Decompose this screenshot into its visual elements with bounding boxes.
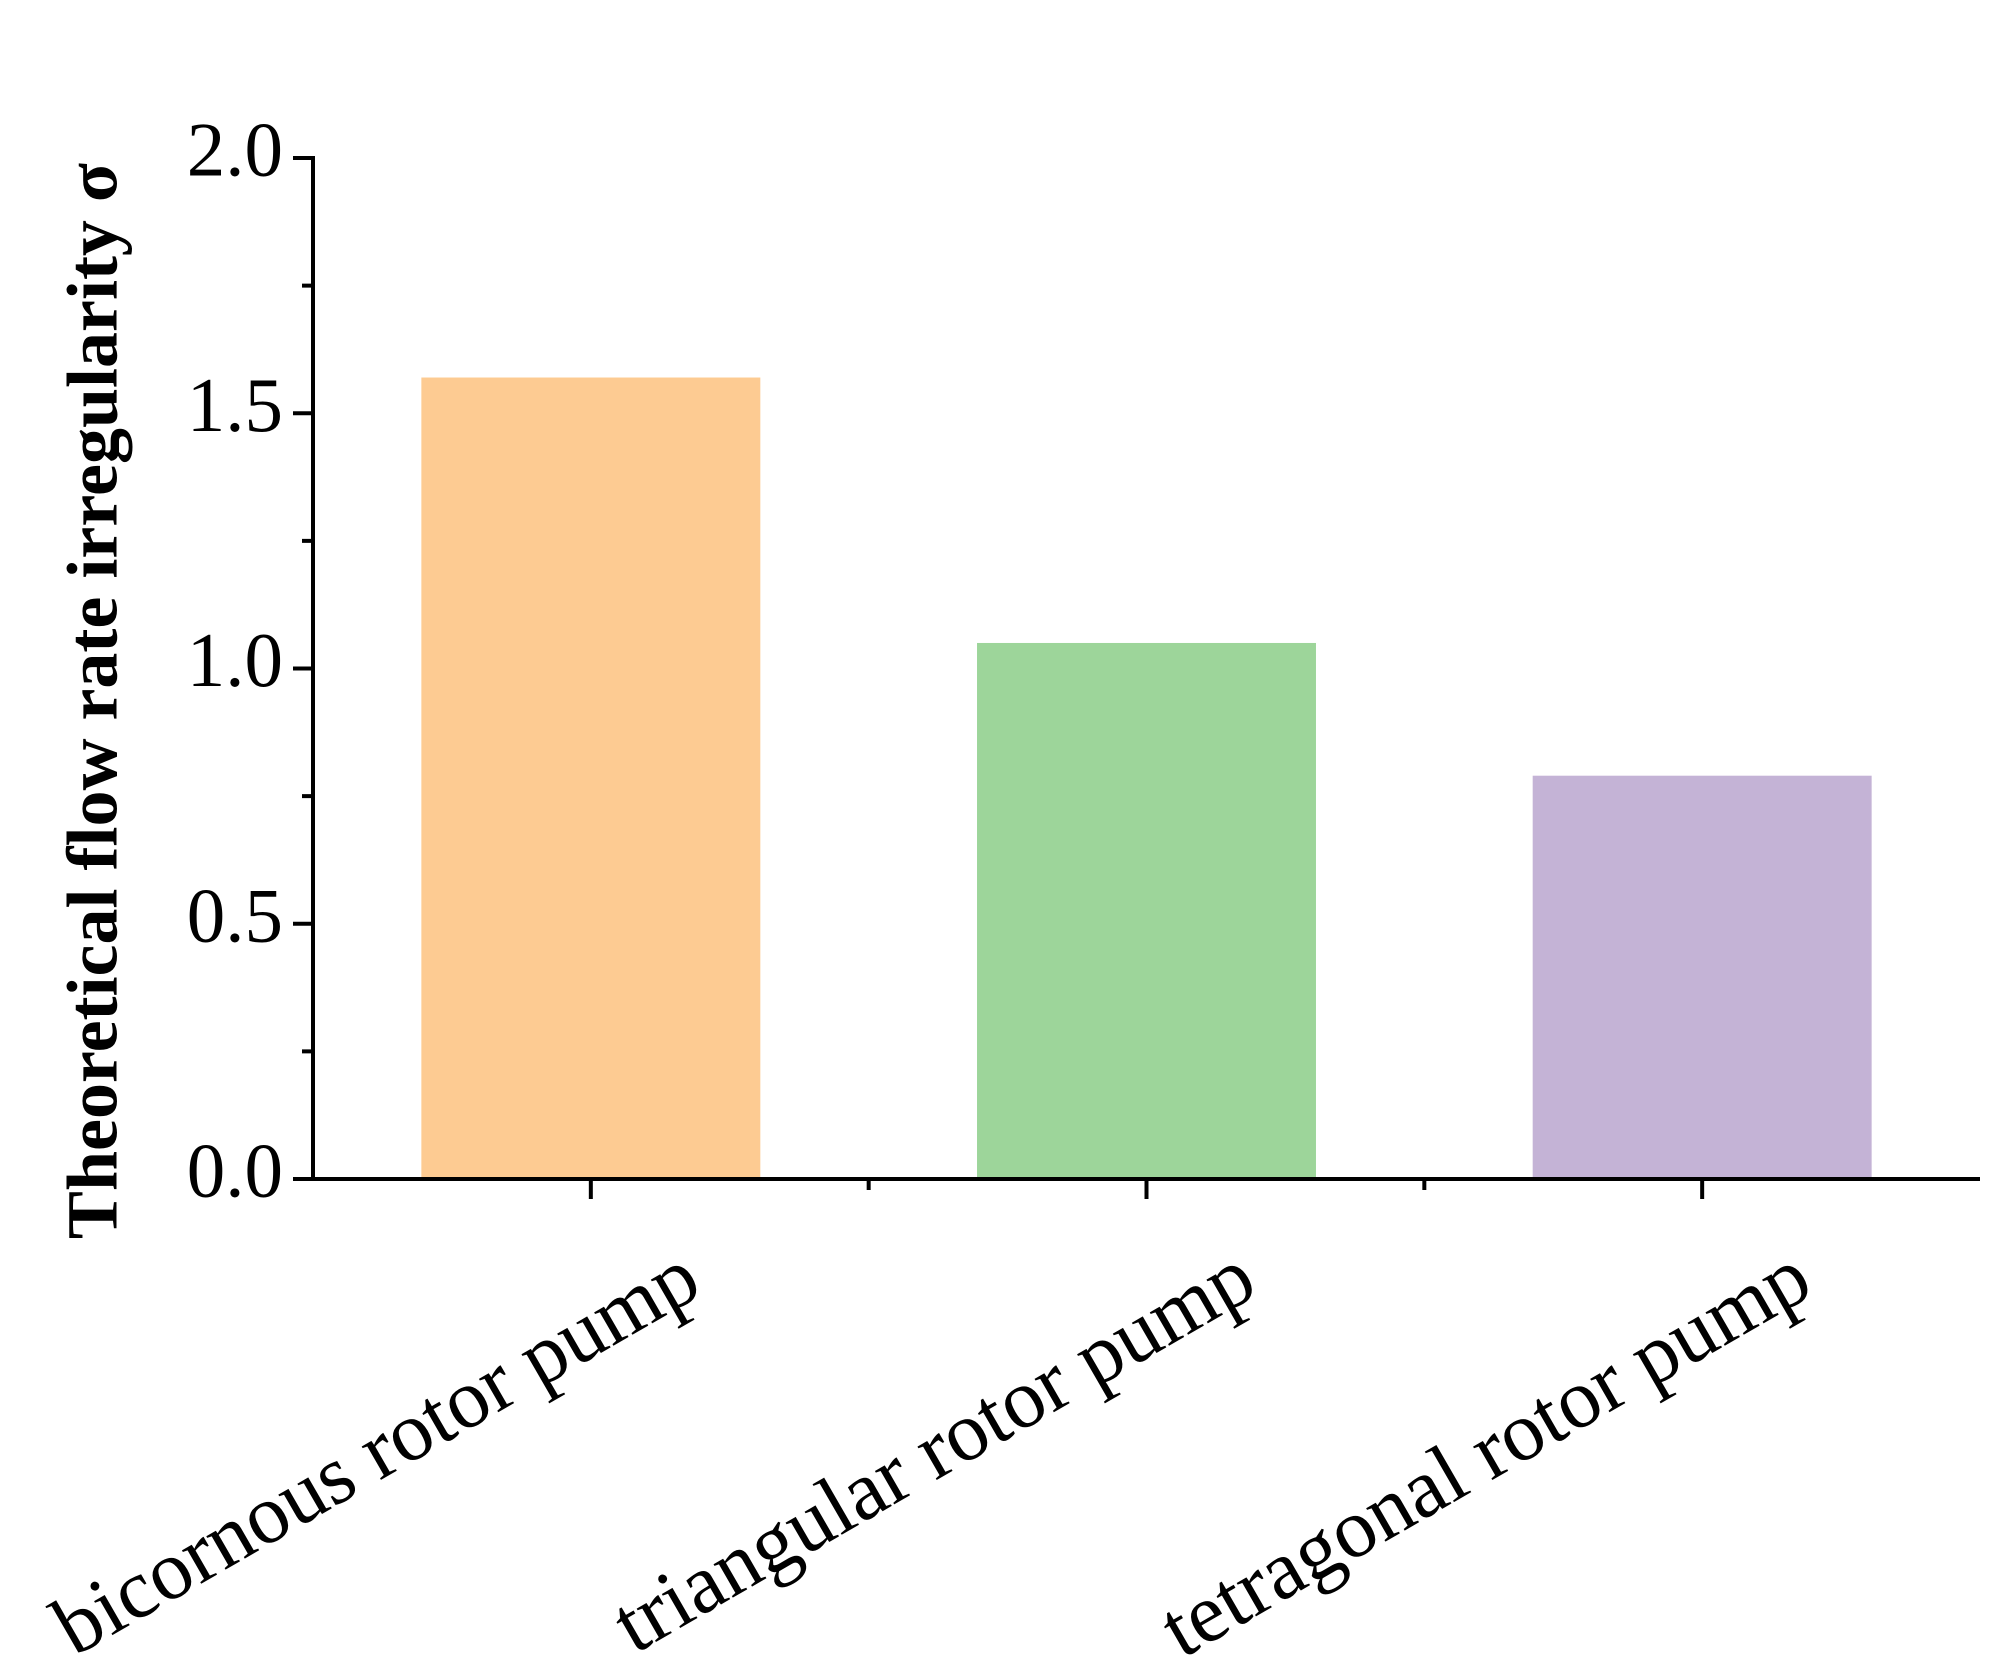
bar xyxy=(977,642,1316,1179)
y-axis-title: Theoretical flow rate irregularity σ xyxy=(53,163,133,1239)
y-tick-label: 1.5 xyxy=(187,362,283,448)
y-tick-label: 1.0 xyxy=(187,617,283,703)
bar xyxy=(421,377,761,1179)
y-tick-label: 0.0 xyxy=(187,1128,283,1214)
bar xyxy=(1532,775,1872,1179)
y-tick-label: 2.0 xyxy=(187,107,283,193)
y-tick-label: 0.5 xyxy=(187,872,283,958)
